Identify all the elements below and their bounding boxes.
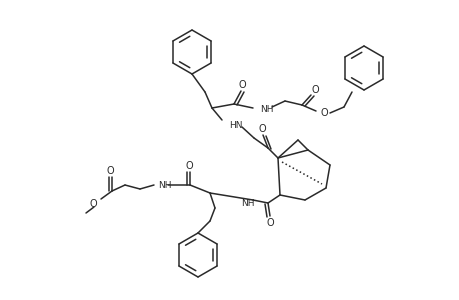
Text: O: O: [89, 199, 97, 209]
Text: NH: NH: [158, 181, 172, 190]
Text: O: O: [238, 80, 245, 90]
Text: O: O: [185, 161, 192, 171]
Text: HN: HN: [229, 121, 242, 130]
Text: O: O: [310, 85, 318, 95]
Text: NH: NH: [259, 104, 273, 113]
Text: O: O: [320, 108, 328, 118]
Text: O: O: [106, 166, 113, 176]
Text: O: O: [266, 218, 273, 228]
Text: NH: NH: [241, 199, 254, 208]
Text: O: O: [257, 124, 265, 134]
